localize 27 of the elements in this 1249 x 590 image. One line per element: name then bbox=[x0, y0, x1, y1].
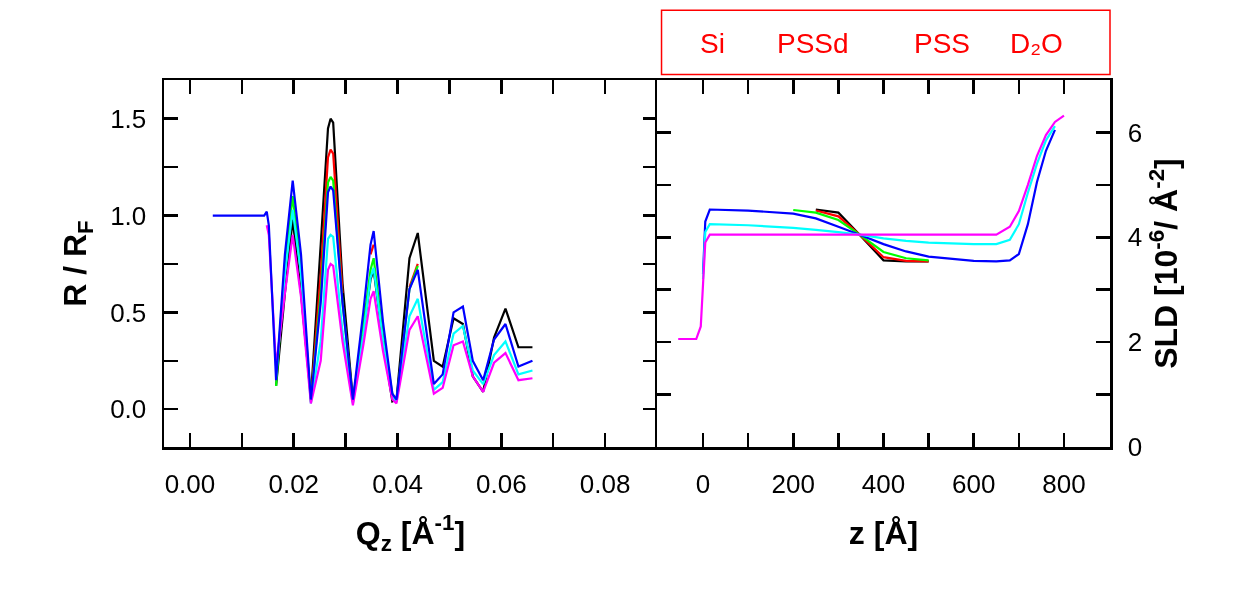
x-axis-title: Q$_{z}$ [Å$^{-1}$] bbox=[355, 510, 466, 556]
y-tick-label: 0.0 bbox=[110, 394, 147, 425]
x-tick-label: 0.04 bbox=[372, 468, 423, 499]
y-tick-label: 0 bbox=[1127, 432, 1143, 463]
y-tick-label: 6 bbox=[1127, 117, 1143, 148]
x-tick-label: 800 bbox=[1042, 468, 1086, 499]
line-series bbox=[792, 208, 930, 262]
line-series bbox=[211, 179, 534, 401]
text: Si bbox=[700, 28, 725, 59]
x-tick-label: 0.00 bbox=[164, 468, 216, 499]
x-tick-label: 0.06 bbox=[476, 468, 527, 499]
x-axis-title: z [Å] bbox=[848, 514, 919, 551]
text: PSSd bbox=[777, 28, 849, 59]
x-tick-label: 0 bbox=[695, 468, 711, 499]
x-tick-label: 0.08 bbox=[579, 468, 631, 499]
x-tick-label: 200 bbox=[771, 468, 815, 499]
x-tick-label: 400 bbox=[861, 468, 906, 499]
x-tick-label: 0.02 bbox=[268, 468, 320, 499]
y-tick-label: 2 bbox=[1127, 327, 1143, 358]
y-tick-label: 0.5 bbox=[110, 297, 147, 328]
y-tick-label: 1.5 bbox=[110, 103, 147, 134]
text: PSS bbox=[914, 28, 971, 59]
y-tick-label: 1.0 bbox=[110, 200, 147, 231]
x-tick-label: 600 bbox=[952, 468, 996, 499]
text: D₂O bbox=[1010, 28, 1063, 59]
y-tick-label: 4 bbox=[1127, 222, 1143, 253]
line-series bbox=[677, 114, 1066, 341]
